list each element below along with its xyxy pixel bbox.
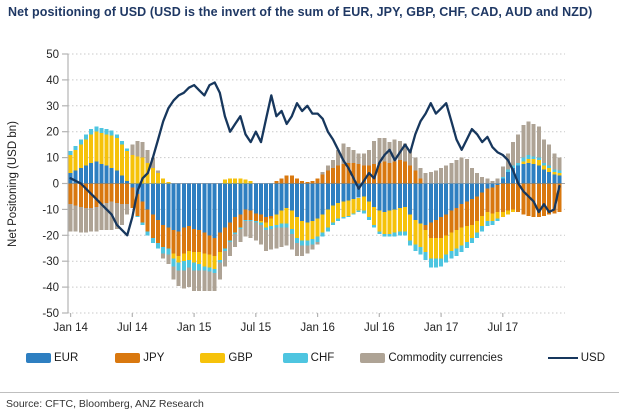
footer-divider: [0, 392, 619, 393]
legend-item-commodity-currencies: Commodity currencies: [360, 352, 503, 364]
legend-label-chf: CHF: [310, 352, 335, 364]
legend-item-eur: EUR: [26, 352, 78, 364]
legend-label-usd: USD: [580, 352, 605, 364]
svg-text:0: 0: [53, 179, 59, 191]
svg-text:-10: -10: [42, 204, 59, 216]
svg-text:-50: -50: [42, 308, 59, 320]
svg-text:20: 20: [46, 127, 59, 139]
chart-title: Net positioning of USD (USD is the inver…: [8, 5, 593, 19]
legend-swatch-commodity-currencies: [360, 353, 386, 363]
svg-text:Jul 17: Jul 17: [487, 322, 518, 334]
legend-item-chf: CHF: [282, 352, 335, 364]
svg-text:10: 10: [46, 153, 59, 165]
chart-legend: EUR JPY GBP CHF Commodity currencies USD: [0, 347, 619, 369]
legend-swatch-gbp: [200, 353, 226, 363]
svg-text:-20: -20: [42, 230, 59, 242]
svg-text:Jul 14: Jul 14: [117, 322, 148, 334]
svg-text:Jul 16: Jul 16: [364, 322, 395, 334]
svg-text:Jul 15: Jul 15: [240, 322, 271, 334]
legend-label-gbp: GBP: [228, 352, 253, 364]
legend-label-jpy: JPY: [143, 352, 165, 364]
svg-text:-30: -30: [42, 256, 59, 268]
legend-label-eur: EUR: [54, 352, 79, 364]
svg-text:-40: -40: [42, 282, 59, 294]
legend-label-commodity-currencies: Commodity currencies: [388, 352, 503, 364]
legend-swatch-jpy: [115, 353, 141, 363]
svg-text:30: 30: [46, 101, 59, 113]
source-note: Source: CFTC, Bloomberg, ANZ Research: [6, 398, 204, 410]
legend-swatch-eur: [26, 353, 51, 363]
y-axis-title: Net Positoning (USD bn): [7, 121, 19, 247]
legend-swatch-chf: [282, 353, 308, 363]
svg-text:40: 40: [46, 75, 59, 87]
svg-text:Jan 14: Jan 14: [53, 322, 88, 334]
legend-item-gbp: GBP: [200, 352, 253, 364]
legend-line-swatch-usd: [547, 357, 578, 359]
svg-text:Jan 17: Jan 17: [424, 322, 459, 334]
svg-text:Jan 15: Jan 15: [177, 322, 212, 334]
legend-item-usd: USD: [547, 352, 605, 364]
usd-positioning-chart: 50 40 30 20 10 0 -10 -20 -30 -40 -50 Jan 14 Jul 14 Ja…: [7, 49, 565, 334]
svg-text:Jan 16: Jan 16: [300, 322, 335, 334]
legend-item-jpy: JPY: [115, 352, 164, 364]
svg-text:50: 50: [46, 49, 59, 61]
